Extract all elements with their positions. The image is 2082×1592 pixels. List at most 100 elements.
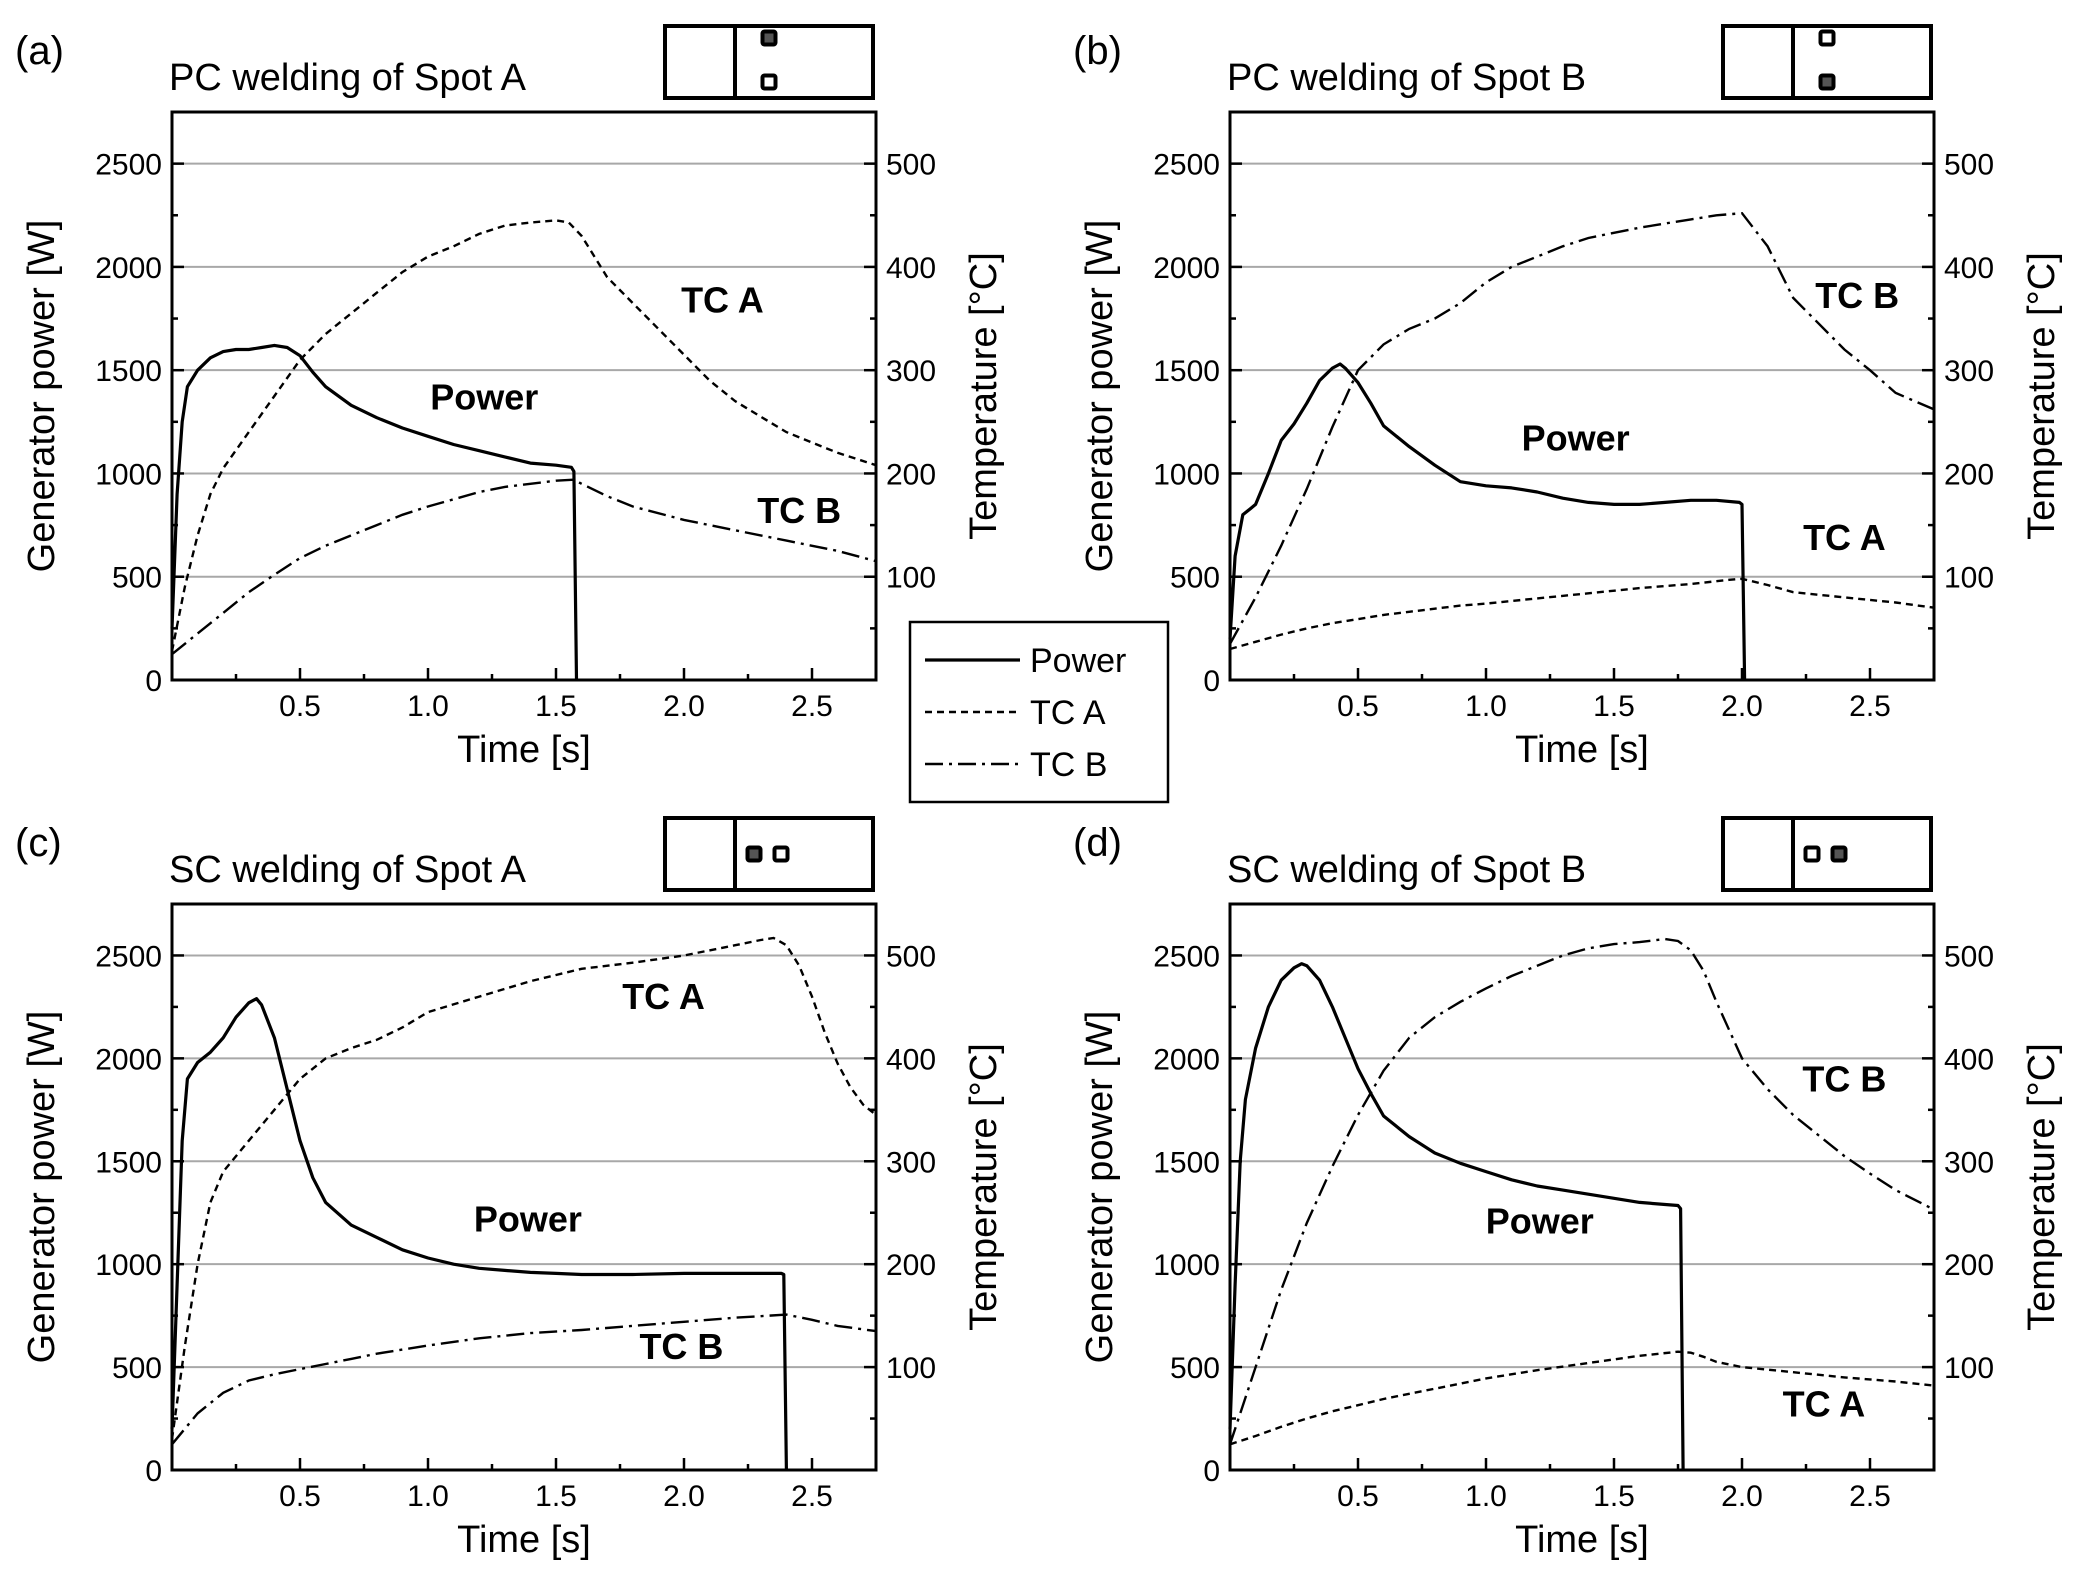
- x-tick-label: 1.5: [535, 1480, 577, 1513]
- y-tick-label: 2000: [1153, 1043, 1220, 1076]
- x-tick-label: 2.5: [1849, 690, 1891, 723]
- y-right-tick-label: 100: [1944, 1352, 1994, 1385]
- y-right-tick-label: 200: [886, 458, 936, 491]
- panel-letter: (a): [15, 29, 64, 73]
- spot-marker-other: [1803, 845, 1821, 863]
- series-power: [1228, 362, 1747, 681]
- x-tick-label: 2.5: [791, 1480, 833, 1513]
- y-right-tick-label: 400: [1944, 252, 1994, 285]
- inset-schematic: [663, 816, 875, 892]
- legend-label: TC A: [1030, 694, 1106, 732]
- y-right-tick-label: 400: [886, 1043, 936, 1076]
- legend-label: TC B: [1030, 746, 1107, 784]
- x-tick-label: 1.5: [535, 690, 577, 723]
- y-right-tick-label: 400: [886, 252, 936, 285]
- x-tick-label: 1.5: [1593, 1480, 1635, 1513]
- y-right-tick-label: 200: [886, 1249, 936, 1282]
- y-tick-label: 2000: [95, 252, 162, 285]
- annotation-label: Power: [1486, 1200, 1594, 1241]
- annotation-label: TC B: [757, 490, 841, 531]
- series-power: [170, 343, 579, 681]
- y-tick-label: 1000: [95, 458, 162, 491]
- plot-frame: [170, 110, 878, 682]
- plot-frame: [1228, 110, 1936, 682]
- annotation-label: TC A: [1803, 517, 1886, 558]
- y-tick-label: 1000: [1153, 458, 1220, 491]
- y-tick-label: 500: [112, 562, 162, 595]
- x-tick-label: 2.0: [1721, 690, 1763, 723]
- y-tick-label: 500: [112, 1352, 162, 1385]
- x-tick-label: 1.5: [1593, 690, 1635, 723]
- panel-title: SC welding of Spot A: [169, 849, 527, 891]
- y-right-tick-label: 500: [886, 940, 936, 973]
- chart-panel-c: 0 500 1000 1500 2000 2500 100 200 300 400 500 0.5 1.…: [15, 816, 1005, 1561]
- y-axis-label: Generator power [W]: [21, 220, 63, 573]
- y-right-tick-label: 500: [1944, 149, 1994, 182]
- x-tick-label: 0.5: [1337, 690, 1379, 723]
- spot-marker-welded: [1818, 73, 1836, 91]
- y-right-axis-label: Temperature [°C]: [963, 252, 1005, 540]
- y-tick-label: 2500: [1153, 149, 1220, 182]
- y-tick-label: 1500: [95, 1146, 162, 1179]
- plot-frame: [1228, 902, 1936, 1472]
- chart-panel-b: 0 500 1000 1500 2000 2500 100 200 300 400 500 0.5 1.…: [1073, 24, 2063, 771]
- inset-frame: [663, 816, 875, 892]
- y-right-axis-label: Temperature [°C]: [2021, 252, 2063, 540]
- x-tick-label: 1.0: [407, 690, 449, 723]
- x-tick-label: 0.5: [279, 690, 321, 723]
- y-tick-label: 1500: [1153, 1146, 1220, 1179]
- series-power: [170, 997, 788, 1471]
- y-right-tick-label: 100: [1944, 562, 1994, 595]
- series-tc-a: [1229, 1350, 1935, 1446]
- panel-title: PC welding of Spot B: [1227, 57, 1586, 99]
- x-tick-label: 2.5: [1849, 1480, 1891, 1513]
- y-right-tick-label: 300: [1944, 1146, 1994, 1179]
- y-right-tick-label: 100: [886, 562, 936, 595]
- chart-panel-a: 0 500 1000 1500 2000 2500 100 200 300 400 500 0.5 1.…: [15, 24, 1005, 771]
- series-tc-b: [1228, 937, 1935, 1445]
- annotation-label: Power: [1522, 418, 1630, 459]
- x-tick-label: 1.0: [1465, 690, 1507, 723]
- x-axis-label: Time [s]: [1515, 1519, 1649, 1561]
- annotation-label: TC B: [1815, 275, 1899, 316]
- spot-marker-other: [760, 73, 778, 91]
- panel-letter: (c): [15, 821, 62, 865]
- x-tick-label: 1.0: [1465, 1480, 1507, 1513]
- legend-label: Power: [1030, 642, 1126, 680]
- y-right-tick-label: 400: [1944, 1043, 1994, 1076]
- panel-title: SC welding of Spot B: [1227, 849, 1586, 891]
- series-tc-b: [1228, 211, 1935, 645]
- y-tick-label: 2500: [95, 940, 162, 973]
- annotation-label: TC A: [1783, 1383, 1866, 1424]
- annotation-label: TC B: [1802, 1058, 1886, 1099]
- y-right-tick-label: 500: [886, 149, 936, 182]
- spot-marker-welded: [1830, 845, 1848, 863]
- annotation-label: TC B: [639, 1326, 723, 1367]
- legend: Power TC A TC B: [908, 620, 1170, 804]
- inset-schematic: [1721, 816, 1933, 892]
- plot-frame: [170, 902, 878, 1472]
- y-right-tick-label: 300: [886, 1146, 936, 1179]
- annotation-label: TC A: [681, 279, 764, 320]
- y-tick-label: 1500: [1153, 355, 1220, 388]
- annotation-label: Power: [430, 376, 538, 417]
- y-right-axis-label: Temperature [°C]: [2021, 1043, 2063, 1331]
- y-tick-label: 2000: [95, 1043, 162, 1076]
- series-power: [1228, 962, 1685, 1471]
- series-tc-a: [170, 219, 877, 652]
- x-axis-label: Time [s]: [457, 1519, 591, 1561]
- y-right-tick-label: 200: [1944, 1249, 1994, 1282]
- x-tick-label: 2.0: [1721, 1480, 1763, 1513]
- x-axis-label: Time [s]: [1515, 729, 1649, 771]
- x-tick-label: 0.5: [1337, 1480, 1379, 1513]
- inset-schematic: [663, 24, 875, 100]
- y-tick-label: 500: [1170, 1352, 1220, 1385]
- y-tick-label: 2500: [95, 149, 162, 182]
- series-tc-b: [171, 478, 877, 656]
- y-axis-label: Generator power [W]: [1079, 220, 1121, 573]
- y-right-tick-label: 300: [1944, 355, 1994, 388]
- y-right-tick-label: 200: [1944, 458, 1994, 491]
- series-tc-b: [171, 1313, 877, 1446]
- spot-marker-welded: [760, 29, 778, 47]
- series-tc-a: [1229, 577, 1935, 651]
